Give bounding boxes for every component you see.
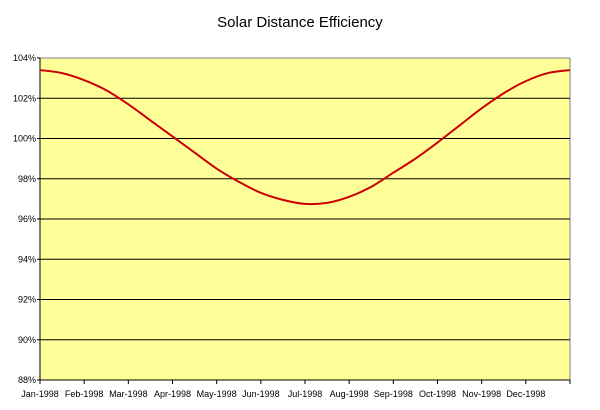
series-layer [39, 69, 571, 206]
x-tick-label: Oct-1998 [419, 389, 456, 399]
series-line [39, 69, 571, 206]
y-tick-label: 88% [18, 375, 36, 385]
y-tick-label: 96% [18, 214, 36, 224]
x-tick-label: May-1998 [197, 389, 237, 399]
y-tick-label: 90% [18, 335, 36, 345]
gridlines [40, 97, 570, 341]
y-tick-labels: 88% 90% 92% 94% 96% 98% 100% 102% 104% [13, 53, 36, 385]
x-tick-label: Apr-1998 [154, 389, 191, 399]
axes [37, 57, 571, 384]
y-tick-label: 92% [18, 295, 36, 305]
x-tick-label: Nov-1998 [462, 389, 501, 399]
x-tick-label: Jul-1998 [288, 389, 323, 399]
y-tick-label: 102% [13, 93, 36, 103]
x-tick-label: Jan-1998 [21, 389, 59, 399]
x-tick-label: Dec-1998 [506, 389, 545, 399]
x-tick-label: Jun-1998 [242, 389, 280, 399]
y-tick-label: 104% [13, 53, 36, 63]
x-tick-label: Mar-1998 [109, 389, 148, 399]
x-tick-label: Feb-1998 [65, 389, 104, 399]
x-tick-label: Sep-1998 [374, 389, 413, 399]
y-tick-label: 94% [18, 254, 36, 264]
x-tick-labels: Jan-1998 Feb-1998 Mar-1998 Apr-1998 May-1998… [21, 389, 545, 399]
y-tick-label: 98% [18, 174, 36, 184]
x-tick-label: Aug-1998 [330, 389, 369, 399]
y-tick-label: 100% [13, 134, 36, 144]
chart-title: Solar Distance Efficiency [217, 14, 383, 31]
